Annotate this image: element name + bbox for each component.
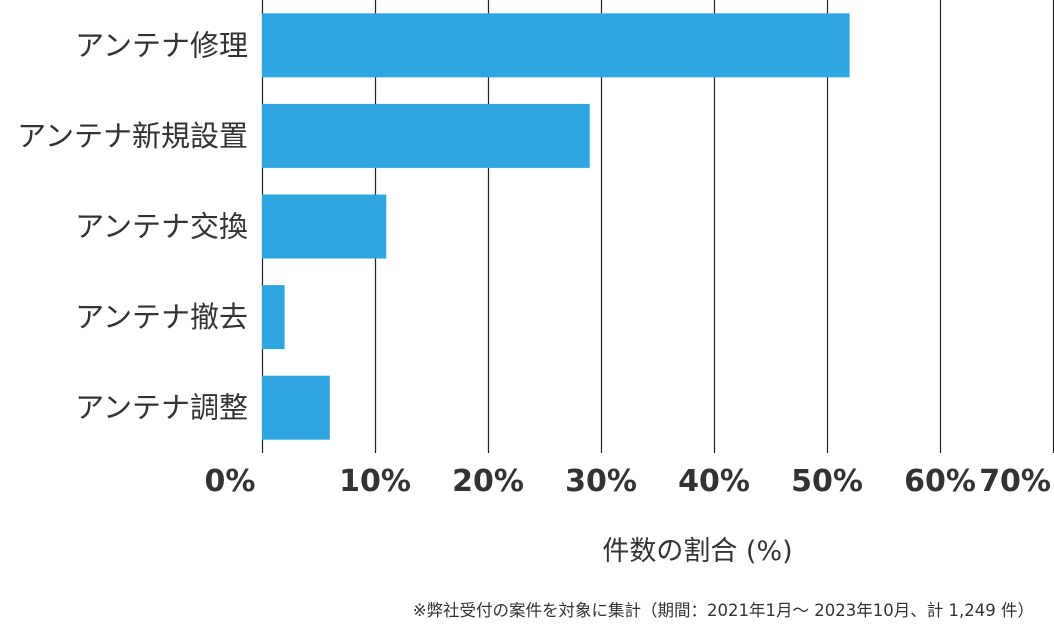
footnote: ※弊社受付の案件を対象に集計（期間：2021年1月～ 2023年10月、計 1,… [412, 601, 1034, 620]
x-tick-label-60: 60% [904, 464, 976, 499]
bar-4 [262, 285, 285, 350]
x-tick-label-20: 20% [452, 464, 524, 499]
bar-5 [262, 375, 330, 440]
x-tick-labels: 0% 10% 20% 30% 40% 50% 60% 70% [205, 464, 1051, 499]
x-axis-title: 件数の割合 (%) [602, 536, 792, 567]
x-tick-label-50: 50% [791, 464, 863, 499]
x-tick-label-40: 40% [678, 464, 750, 499]
x-tick-label-30: 30% [565, 464, 637, 499]
category-label-5: アンテナ調整 [75, 391, 248, 425]
bar-3 [262, 194, 387, 259]
category-label-3: アンテナ交換 [75, 210, 248, 244]
bar-1 [262, 13, 850, 78]
x-tick-label-70: 70% [979, 464, 1051, 499]
category-label-2: アンテナ新規設置 [17, 119, 248, 153]
category-label-4: アンテナ撤去 [75, 300, 248, 334]
bar-2 [262, 103, 590, 168]
bars [262, 13, 850, 440]
category-label-1: アンテナ修理 [75, 28, 248, 62]
x-tick-label-10: 10% [339, 464, 411, 499]
x-tick-label-0: 0% [205, 464, 256, 499]
